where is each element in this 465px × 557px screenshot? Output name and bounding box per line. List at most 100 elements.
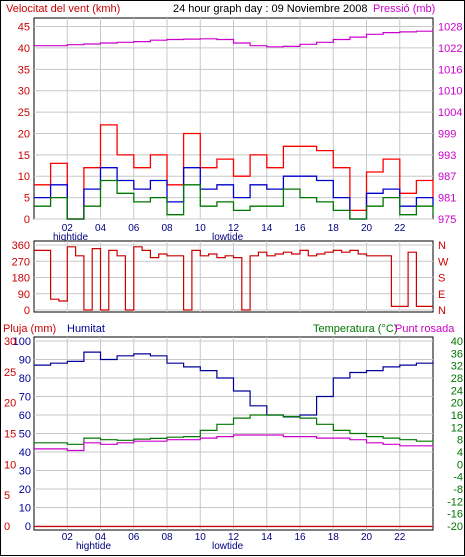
wind-tick-label: 15 <box>18 150 30 162</box>
pressure-tick-label: 993 <box>438 150 456 162</box>
temperature-tick-label: -12 <box>447 496 463 508</box>
temperature-tick-label: 16 <box>451 410 463 422</box>
hightide-label-bottom: hightide <box>76 541 111 552</box>
wind-tick-label: 5 <box>24 193 30 205</box>
humidity-tick-label: 70 <box>19 392 31 404</box>
pressure-tick-label: 1016 <box>438 64 462 76</box>
humidity-tick-label: 10 <box>19 503 31 515</box>
wind-axis-title: Velocitat del vent (kmh) <box>6 3 120 15</box>
wind-tick-label: 45 <box>18 22 30 34</box>
compass-label: N <box>438 305 446 317</box>
lowtide-label-bottom: lowtide <box>212 541 244 552</box>
x-tick-label: 20 <box>361 223 373 234</box>
humidity-axis-title: Humitat <box>67 323 105 335</box>
wind-tick-label: 40 <box>18 43 30 55</box>
pressure-tick-label: 987 <box>438 171 456 183</box>
wind-tick-label: 0 <box>24 214 30 226</box>
series-line-1 <box>34 414 434 445</box>
compass-label: S <box>438 273 445 285</box>
pressure-tick-label: 1010 <box>438 86 462 98</box>
direction-series-lines <box>34 246 433 311</box>
pressure-tick-label: 1028 <box>438 22 462 34</box>
temperature-tick-label: 40 <box>451 336 463 348</box>
series-line-2 <box>34 434 434 452</box>
humidity-tick-label: 30 <box>19 466 31 478</box>
direction-line <box>34 246 433 311</box>
series-line-0 <box>34 30 434 48</box>
x-tick-label: 12 <box>228 532 240 543</box>
rain-tick-label: 5 <box>4 490 10 502</box>
humidity-tick-label: 80 <box>19 373 31 385</box>
wind-axis-ticks: 0 5 10 15 20 25 30 35 40 45 <box>18 22 30 226</box>
x-tick-label: 18 <box>328 532 340 543</box>
direction-tick-label: 270 <box>12 256 30 268</box>
rain-axis-ticks: 0 5 10 15 20 25 30 <box>4 336 16 533</box>
temperature-tick-label: -8 <box>453 484 463 496</box>
wind-tick-label: 30 <box>18 86 30 98</box>
humidity-tick-label: 20 <box>19 484 31 496</box>
humidity-tick-label: 100 <box>13 336 31 348</box>
series-line-0 <box>34 351 434 418</box>
humidity-tick-label: 60 <box>19 410 31 422</box>
pressure-tick-label: 981 <box>438 193 456 205</box>
wind-tick-label: 35 <box>18 64 30 76</box>
humidity-tick-label: 40 <box>19 447 31 459</box>
x-tick-label: 20 <box>361 532 373 543</box>
x-tick-label: 08 <box>161 532 173 543</box>
x-tick-label: 14 <box>261 223 273 234</box>
humidity-tick-label: 0 <box>25 521 31 533</box>
chart-title: 24 hour graph day : 09 Noviembre 2008 <box>173 3 367 15</box>
x-tick-label: 10 <box>195 223 207 234</box>
wind-x-ticks: 02 04 06 08 10 12 14 16 18 20 22 <box>62 223 406 234</box>
direction-tick-label: 0 <box>24 305 30 317</box>
x-tick-label: 04 <box>95 532 107 543</box>
direction-tick-label: 360 <box>12 240 30 252</box>
direction-tick-label: 180 <box>12 273 30 285</box>
humidity-series-lines <box>34 351 434 528</box>
temperature-tick-label: 28 <box>451 373 463 385</box>
humidity-temperature-panel: Pluja (mm) Humitat Temperatura (°C) Punt… <box>3 323 463 552</box>
pressure-tick-label: 1022 <box>438 43 462 55</box>
temperature-tick-label: -16 <box>447 509 463 521</box>
temperature-tick-label: 8 <box>457 435 463 447</box>
pressure-tick-label: 999 <box>438 128 456 140</box>
wind-tick-label: 10 <box>18 171 30 183</box>
wind-tick-label: 20 <box>18 128 30 140</box>
series-line-2 <box>34 167 434 220</box>
x-tick-label: 10 <box>195 532 207 543</box>
x-tick-label: 16 <box>294 532 306 543</box>
pressure-axis-ticks: 975 981 987 993 999 1004 1010 1016 1022 1028 <box>438 22 462 226</box>
x-tick-label: 16 <box>294 223 306 234</box>
compass-label: N <box>438 240 446 252</box>
series-line-3 <box>34 179 434 220</box>
rain-tick-label: 30 <box>4 336 16 348</box>
rain-tick-label: 20 <box>4 398 16 410</box>
temperature-tick-label: 20 <box>451 398 463 410</box>
x-tick-label: 12 <box>228 223 240 234</box>
compass-label: E <box>438 289 445 301</box>
lowtide-label: lowtide <box>212 232 244 243</box>
temperature-axis-title: Temperatura (°C) <box>313 323 397 335</box>
x-tick-label: 14 <box>261 532 273 543</box>
series-line-1 <box>34 124 434 220</box>
temperature-tick-label: -20 <box>447 521 463 533</box>
direction-axis-ticks: 360 270 180 90 0 <box>12 240 30 317</box>
temperature-tick-label: 24 <box>451 385 463 397</box>
x-tick-label: 04 <box>95 223 107 234</box>
pressure-tick-label: 975 <box>438 214 456 226</box>
x-tick-label: 08 <box>161 223 173 234</box>
humidity-tick-label: 50 <box>19 429 31 441</box>
pressure-axis-title: Pressió (mb) <box>373 3 435 15</box>
x-tick-label: 02 <box>62 223 74 234</box>
temperature-tick-label: 4 <box>457 447 463 459</box>
rain-tick-label: 0 <box>4 521 10 533</box>
pressure-tick-label: 1004 <box>438 107 462 119</box>
compass-label: W <box>438 256 449 268</box>
temperature-tick-label: 32 <box>451 361 463 373</box>
x-tick-label: 22 <box>394 223 406 234</box>
wind-tick-label: 25 <box>18 107 30 119</box>
dewpoint-axis-title: Punt rosada <box>395 323 455 335</box>
